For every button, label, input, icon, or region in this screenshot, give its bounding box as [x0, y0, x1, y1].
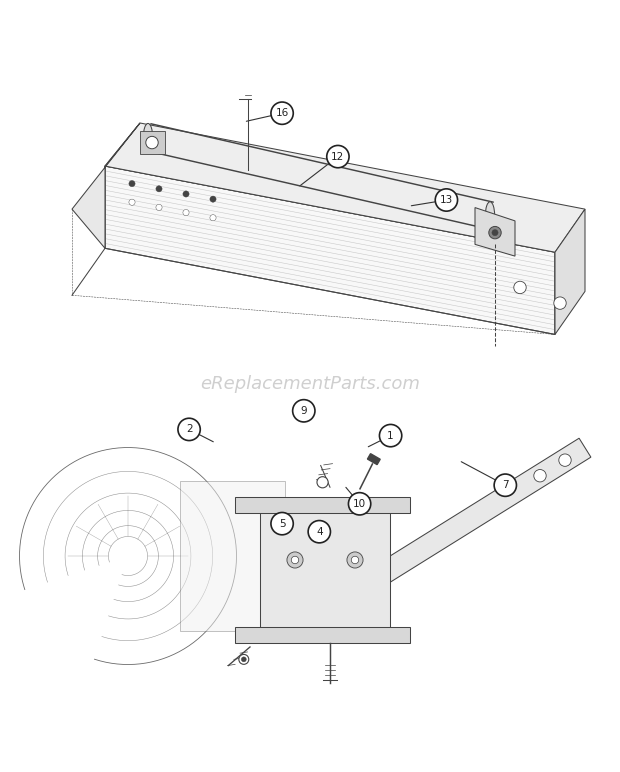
Polygon shape [180, 481, 285, 631]
Ellipse shape [485, 201, 495, 229]
Text: 5: 5 [279, 519, 285, 529]
Circle shape [210, 215, 216, 221]
Circle shape [379, 425, 402, 447]
Circle shape [554, 297, 566, 310]
Circle shape [352, 557, 359, 564]
Text: 1: 1 [388, 431, 394, 441]
Circle shape [534, 469, 546, 482]
Circle shape [559, 454, 571, 466]
Text: 16: 16 [275, 108, 289, 118]
Circle shape [317, 476, 328, 488]
Text: eReplacementParts.com: eReplacementParts.com [200, 375, 420, 393]
Circle shape [183, 191, 189, 197]
Polygon shape [105, 123, 585, 252]
Circle shape [293, 400, 315, 422]
Bar [368, 454, 380, 465]
Polygon shape [329, 438, 591, 613]
Circle shape [271, 102, 293, 124]
Circle shape [156, 205, 162, 211]
Circle shape [348, 493, 371, 515]
Text: 7: 7 [502, 480, 508, 490]
Circle shape [514, 281, 526, 293]
Polygon shape [475, 208, 515, 256]
Circle shape [308, 520, 330, 543]
Circle shape [129, 199, 135, 205]
Circle shape [178, 418, 200, 441]
Circle shape [183, 209, 189, 215]
Circle shape [271, 513, 293, 535]
Ellipse shape [143, 124, 153, 151]
Text: 13: 13 [440, 195, 453, 205]
Text: 12: 12 [331, 151, 345, 161]
Circle shape [492, 229, 498, 235]
Circle shape [347, 552, 363, 568]
Circle shape [241, 657, 246, 662]
Polygon shape [140, 130, 165, 154]
Circle shape [291, 557, 299, 564]
Circle shape [146, 137, 158, 149]
Text: 9: 9 [301, 406, 307, 416]
Text: 4: 4 [316, 527, 322, 537]
Circle shape [287, 552, 303, 568]
Polygon shape [235, 496, 410, 513]
Text: 2: 2 [186, 425, 192, 435]
Circle shape [156, 186, 162, 192]
Text: 10: 10 [353, 499, 366, 509]
Circle shape [327, 145, 349, 168]
Polygon shape [260, 509, 390, 631]
Circle shape [210, 196, 216, 202]
Polygon shape [235, 627, 410, 643]
Circle shape [435, 189, 458, 212]
Polygon shape [72, 123, 140, 249]
Circle shape [239, 655, 249, 665]
Circle shape [494, 474, 516, 496]
Circle shape [129, 181, 135, 187]
Polygon shape [105, 166, 555, 334]
Polygon shape [555, 209, 585, 334]
Circle shape [489, 226, 501, 239]
